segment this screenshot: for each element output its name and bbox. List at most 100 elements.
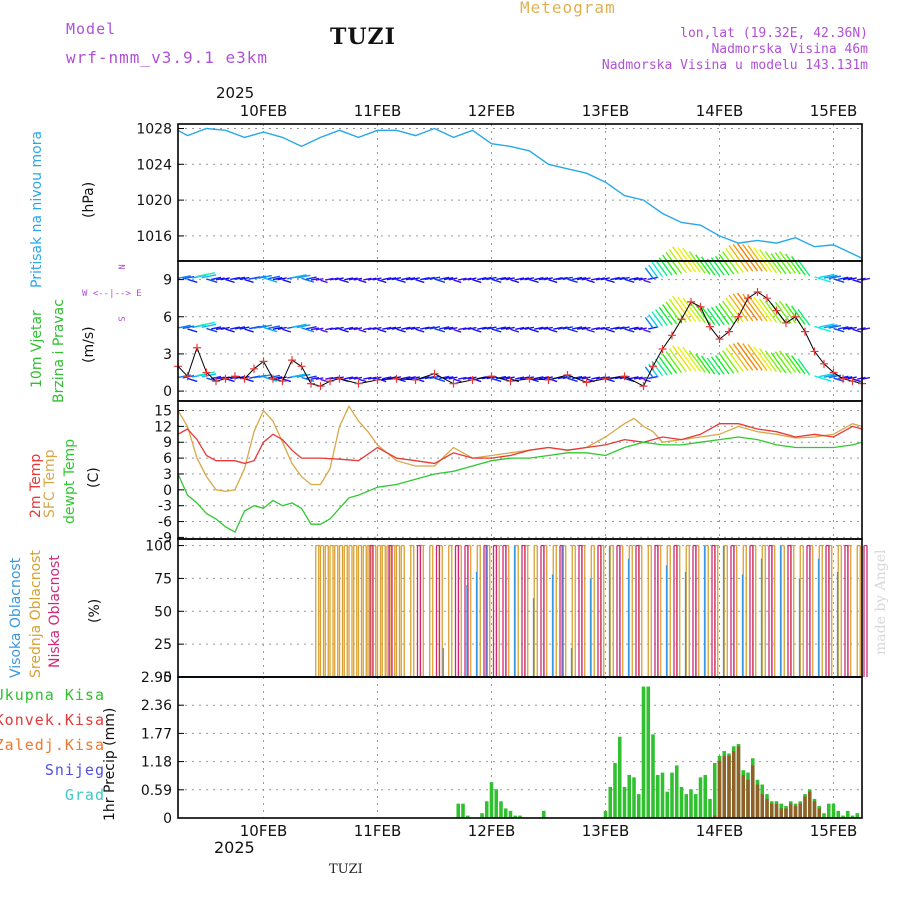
wind-barb-row2 — [651, 360, 664, 377]
wind-gust-mark — [848, 377, 857, 386]
precip-total-bar — [456, 803, 461, 818]
wind-barb-row2 — [443, 376, 454, 380]
wind-barb-row1 — [277, 326, 287, 330]
wind-barb-row1 — [633, 326, 643, 331]
wind-barb-row2 — [310, 376, 320, 380]
wind-barb-row2 — [814, 375, 832, 382]
precip-total-bar — [708, 798, 712, 818]
wind-barb-row2 — [377, 378, 387, 383]
wind-barb-row1 — [215, 326, 225, 331]
wind-barb-row1 — [747, 294, 768, 322]
wind-barb-row1 — [619, 326, 630, 330]
precip-conv-bar — [765, 798, 769, 818]
wind-barb-row0 — [838, 276, 849, 280]
precip-conv-bar — [731, 751, 736, 818]
wind-barb-row1 — [272, 326, 283, 330]
precip-conv-bar — [722, 755, 727, 818]
wind-barb-row1 — [462, 327, 472, 331]
wind-gust-mark — [231, 372, 239, 381]
wind-gust-mark — [269, 374, 277, 383]
wind-barb-row0 — [187, 278, 198, 284]
wind-barb-row0 — [434, 278, 446, 283]
wind-barb-row2 — [715, 355, 730, 375]
legend-grad: Grad — [64, 786, 105, 804]
wind-barb-row1 — [610, 326, 620, 330]
wind-barb-row1 — [728, 294, 749, 322]
wind-gust-mark — [487, 372, 496, 381]
precip-conv-bar — [736, 746, 741, 818]
wind-barb-row1 — [434, 327, 446, 333]
wind-barb-row1 — [225, 328, 235, 333]
wind-barb-row2 — [367, 376, 377, 380]
wind-barb-row1 — [753, 296, 773, 323]
wind-barb-row0 — [234, 276, 246, 281]
wind-barb-row0 — [486, 276, 497, 281]
wind-barb-row1 — [819, 323, 835, 328]
wind-barb-row1 — [648, 314, 659, 328]
wind-barb-row0 — [215, 277, 225, 281]
wind-barb-row2 — [595, 376, 605, 380]
wind-barb-row2 — [500, 376, 511, 380]
y-tick-label: 1016 — [136, 229, 172, 245]
wind-gust-mark — [820, 359, 828, 368]
wind-barb-row1 — [230, 326, 241, 330]
wind-barb-row2 — [481, 376, 492, 380]
x-tick-label-bottom: 11FEB — [354, 822, 401, 840]
wind-barb-row0 — [529, 278, 539, 284]
wind-gust-mark — [183, 372, 192, 381]
wind-barb-row0 — [367, 277, 377, 281]
wind-barb-row0 — [605, 278, 615, 284]
precip-total-bar — [489, 782, 494, 818]
wind-barb-row0 — [614, 276, 625, 281]
wind-barb-row0 — [728, 245, 749, 272]
precip-total-bar — [494, 789, 499, 818]
wind-barb-row0 — [861, 277, 871, 281]
wind-gust-mark — [782, 318, 790, 327]
wind-barb-row0 — [372, 277, 382, 281]
wind-barb-row1 — [852, 328, 862, 333]
wind-barb-row0 — [334, 277, 344, 281]
wind-barb-row0 — [458, 277, 467, 281]
wind-barb-row0 — [648, 264, 659, 278]
precip-conv-bar — [774, 803, 779, 818]
wind-barb-row1 — [405, 326, 416, 330]
precip-conv-bar — [784, 808, 788, 818]
wind-barb-row0 — [662, 254, 678, 275]
wind-barb-row1 — [591, 327, 600, 331]
wind-gust-mark — [677, 315, 686, 324]
wind-gust-mark — [250, 364, 258, 373]
wind-barb-row0 — [196, 272, 216, 278]
wind-gust-mark — [221, 374, 230, 383]
wind-barb-row2 — [644, 366, 654, 378]
wind-barb-row2 — [358, 378, 367, 383]
wind-barb-row1 — [424, 326, 435, 330]
wind-barb-row0 — [467, 277, 477, 281]
y-tick-label: 1024 — [136, 157, 172, 173]
wind-barb-row1 — [581, 326, 591, 331]
wind-barb-row1 — [353, 327, 363, 331]
wind-barb-row1 — [595, 326, 605, 331]
wind-barb-row0 — [453, 279, 462, 284]
elevation: Nadmorska Visina 46m — [711, 42, 868, 57]
wind-barb-row2 — [315, 377, 324, 381]
wind-barb-row2 — [344, 376, 354, 380]
wind-barb-row0 — [753, 247, 773, 273]
wind-gust-mark — [725, 327, 733, 336]
wind-gust-mark — [734, 312, 743, 321]
wind-barb-row1 — [472, 328, 482, 333]
wind-barb-row0 — [277, 277, 287, 281]
wind-barb-row0 — [785, 253, 801, 275]
wind-barb-row0 — [510, 279, 520, 284]
wind-barb-row1 — [244, 328, 254, 333]
precip-total-bar — [480, 813, 484, 818]
wind-barb-row0 — [272, 277, 283, 281]
y-tick-label: 0.59 — [141, 783, 172, 799]
wind-barb-row0 — [543, 277, 553, 281]
precip-total-bar — [822, 813, 826, 818]
wind-barb-row2 — [747, 344, 768, 372]
x-tick-label-top: 11FEB — [354, 102, 401, 120]
wind-barb-row0 — [595, 277, 605, 281]
wind-barb-row1 — [524, 326, 535, 330]
wind-barb-row0 — [688, 251, 706, 274]
